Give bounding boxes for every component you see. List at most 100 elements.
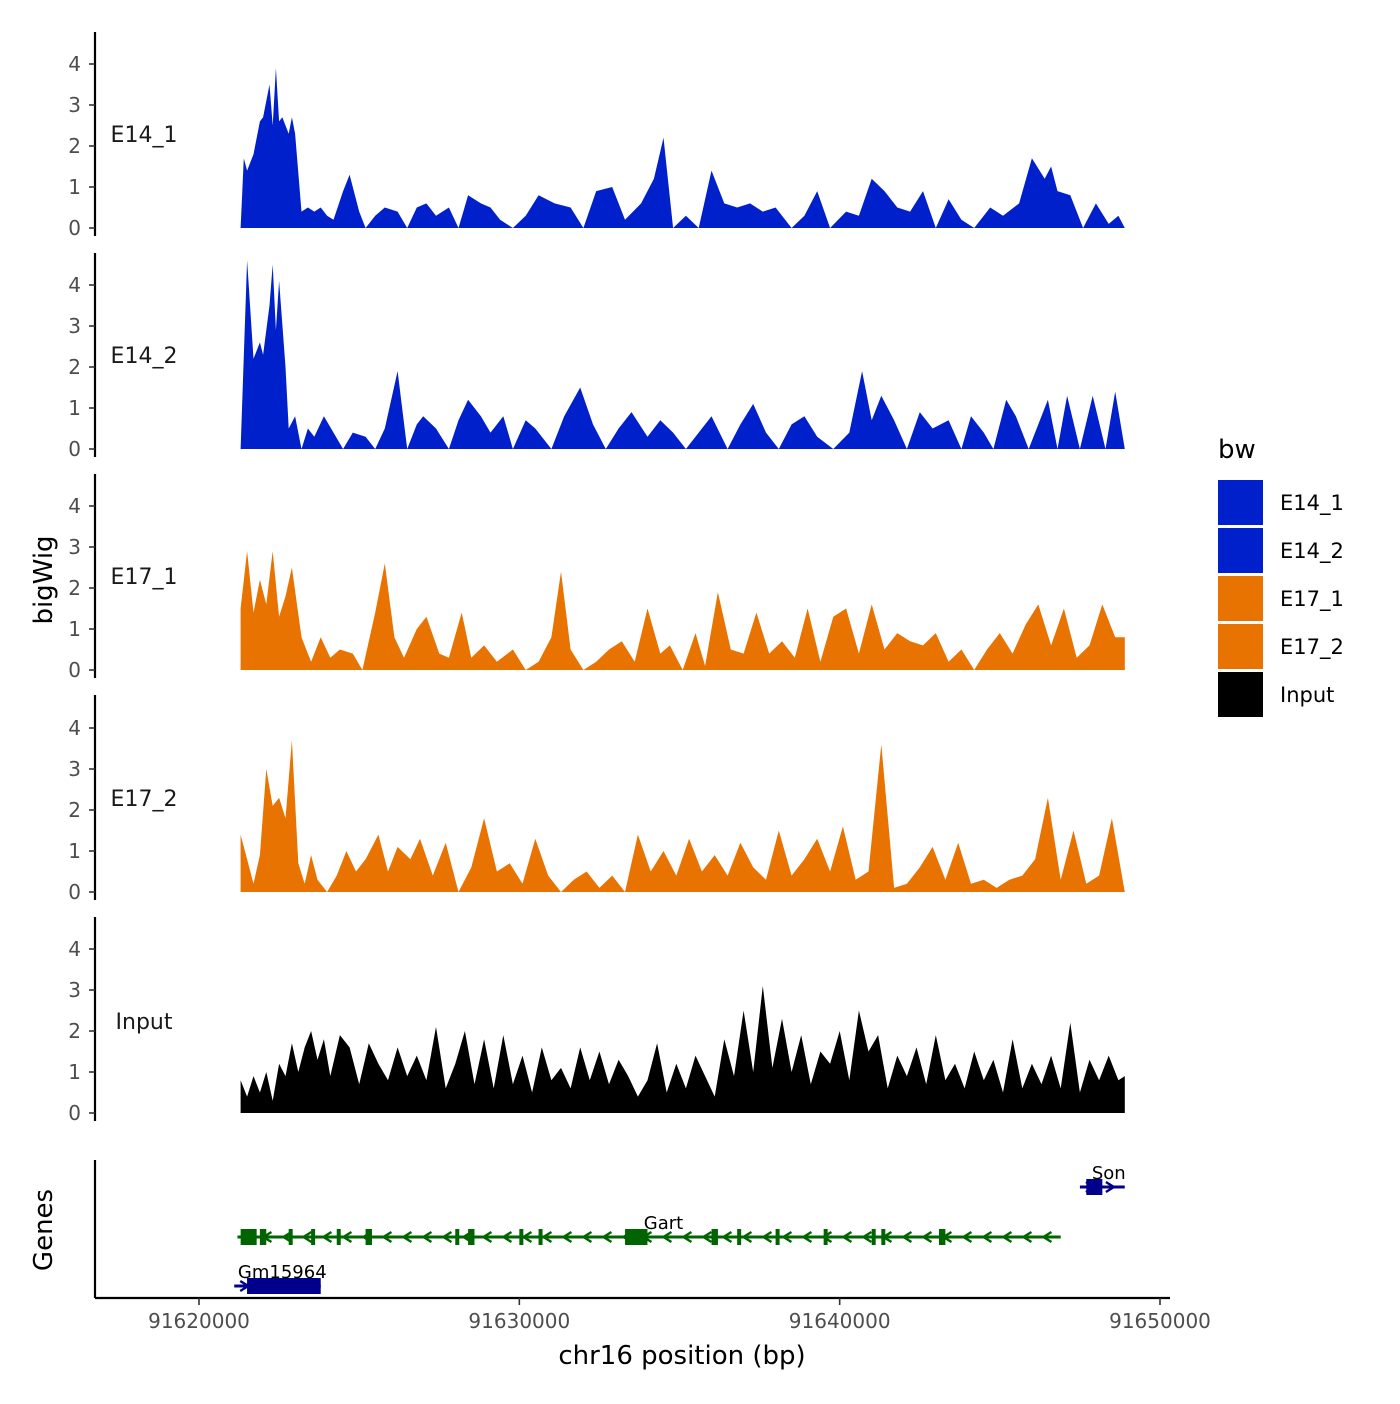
gene-exon xyxy=(240,1229,257,1245)
y-tick-label: 1 xyxy=(68,175,81,199)
strand-arrow xyxy=(1001,1230,1013,1244)
strand-arrow xyxy=(301,1230,313,1244)
strand-arrow xyxy=(901,1230,913,1244)
gene-label: Gart xyxy=(644,1213,683,1234)
x-axis-title: chr16 position (bp) xyxy=(558,1341,805,1371)
strand-arrow xyxy=(561,1230,573,1244)
strand-arrow xyxy=(781,1230,793,1244)
strand-arrow xyxy=(401,1230,413,1244)
strand-arrow xyxy=(521,1230,533,1244)
track-E14_2: 0 1 2 3 4 E14_2 xyxy=(68,253,1125,461)
strand-arrow xyxy=(681,1230,693,1244)
x-tick-label: 91630000 xyxy=(468,1309,570,1333)
series-area-E14_2 xyxy=(240,260,1125,449)
track-label: E14_1 xyxy=(111,123,178,148)
strand-arrow xyxy=(961,1230,973,1244)
gene-exon xyxy=(365,1229,372,1245)
gene-exon xyxy=(823,1229,828,1245)
strand-arrow xyxy=(481,1230,493,1244)
gene-exon xyxy=(737,1229,742,1245)
strand-arrow xyxy=(341,1230,353,1244)
gene-exon xyxy=(538,1229,543,1245)
legend-swatch xyxy=(1218,672,1263,717)
strand-arrow xyxy=(601,1230,613,1244)
series-area-E17_2 xyxy=(240,740,1125,892)
gene-exon xyxy=(311,1229,316,1245)
track-E17_2: 0 1 2 3 4 E17_2 xyxy=(68,695,1125,904)
strand-arrow xyxy=(721,1230,733,1244)
y-tick-label: 4 xyxy=(68,273,81,297)
series-area-E14_1 xyxy=(240,68,1125,228)
y-tick-label: 3 xyxy=(68,978,81,1002)
gene-track: Son Gart Gm15964 xyxy=(93,1160,1126,1298)
y-tick-label: 2 xyxy=(68,355,81,379)
y-tick-label: 4 xyxy=(68,494,81,518)
y-tick-label: 0 xyxy=(68,437,81,461)
gene-Gm15964: Gm15964 xyxy=(234,1262,327,1294)
strand-arrow xyxy=(541,1230,553,1244)
gene-exon xyxy=(259,1229,267,1245)
track-Input: 0 1 2 3 4 Input xyxy=(68,917,1125,1125)
strand-arrow xyxy=(801,1230,813,1244)
y-tick-label: 1 xyxy=(68,1060,81,1084)
gene-exon xyxy=(625,1229,648,1245)
strand-arrow xyxy=(581,1230,593,1244)
track-label: E17_2 xyxy=(111,787,178,812)
strand-arrow xyxy=(981,1230,993,1244)
strand-arrow xyxy=(741,1230,753,1244)
legend-label: E17_2 xyxy=(1280,635,1344,660)
gene-exon xyxy=(455,1229,460,1245)
strand-arrow xyxy=(321,1230,333,1244)
genes-axis-title: Genes xyxy=(29,1189,59,1271)
legend-label: Input xyxy=(1280,683,1334,707)
gene-Gart: Gart xyxy=(237,1213,1061,1245)
legend-label: E17_1 xyxy=(1280,587,1344,612)
legend-swatch xyxy=(1218,528,1263,573)
x-tick-label: 91650000 xyxy=(1109,1309,1211,1333)
legend-label: E14_1 xyxy=(1280,491,1344,516)
gene-exon xyxy=(938,1229,946,1245)
legend: bw E14_1 E14_2 E17_1 E17_2 Input xyxy=(1218,435,1344,717)
gene-exon xyxy=(247,1278,321,1294)
series-area-Input xyxy=(240,985,1125,1113)
gene-exon xyxy=(336,1229,341,1245)
legend-label: E14_2 xyxy=(1280,539,1344,564)
legend-swatch xyxy=(1218,624,1263,669)
signal-tracks: 0 1 2 3 4 E14_1 0 1 2 3 4 E14_2 0 1 2 3 4 E17_1 0 1 2 3 4 E17_2… xyxy=(68,32,1125,1125)
gene-exon xyxy=(871,1229,876,1245)
y-tick-label: 4 xyxy=(68,937,81,961)
y-tick-label: 1 xyxy=(68,617,81,641)
y-tick-label: 3 xyxy=(68,93,81,117)
y-tick-label: 0 xyxy=(68,658,81,682)
gene-label: Gm15964 xyxy=(238,1262,327,1283)
x-tick-label: 91640000 xyxy=(789,1309,891,1333)
y-tick-label: 2 xyxy=(68,134,81,158)
gene-exon xyxy=(468,1229,475,1245)
legend-swatch xyxy=(1218,576,1263,621)
legend-swatch xyxy=(1218,480,1263,525)
y-tick-label: 3 xyxy=(68,314,81,338)
y-tick-label: 2 xyxy=(68,1019,81,1043)
y-tick-label: 1 xyxy=(68,839,81,863)
strand-arrow xyxy=(921,1230,933,1244)
strand-arrow xyxy=(761,1230,773,1244)
strand-arrow xyxy=(821,1230,833,1244)
y-tick-label: 0 xyxy=(68,880,81,904)
y-tick-label: 0 xyxy=(68,216,81,240)
y-axis-title: bigWig xyxy=(29,535,59,624)
gene-exon xyxy=(775,1229,780,1245)
strand-arrow xyxy=(1021,1230,1033,1244)
strand-arrow xyxy=(1041,1230,1053,1244)
legend-title: bw xyxy=(1218,435,1256,465)
track-E17_1: 0 1 2 3 4 E17_1 xyxy=(68,474,1125,682)
track-E14_1: 0 1 2 3 4 E14_1 xyxy=(68,32,1125,240)
y-tick-label: 2 xyxy=(68,576,81,600)
y-tick-label: 0 xyxy=(68,1101,81,1125)
x-axis: 91620000 91630000 91640000 91650000 xyxy=(95,1296,1211,1333)
y-tick-label: 3 xyxy=(68,535,81,559)
y-tick-label: 2 xyxy=(68,798,81,822)
y-tick-label: 4 xyxy=(68,52,81,76)
